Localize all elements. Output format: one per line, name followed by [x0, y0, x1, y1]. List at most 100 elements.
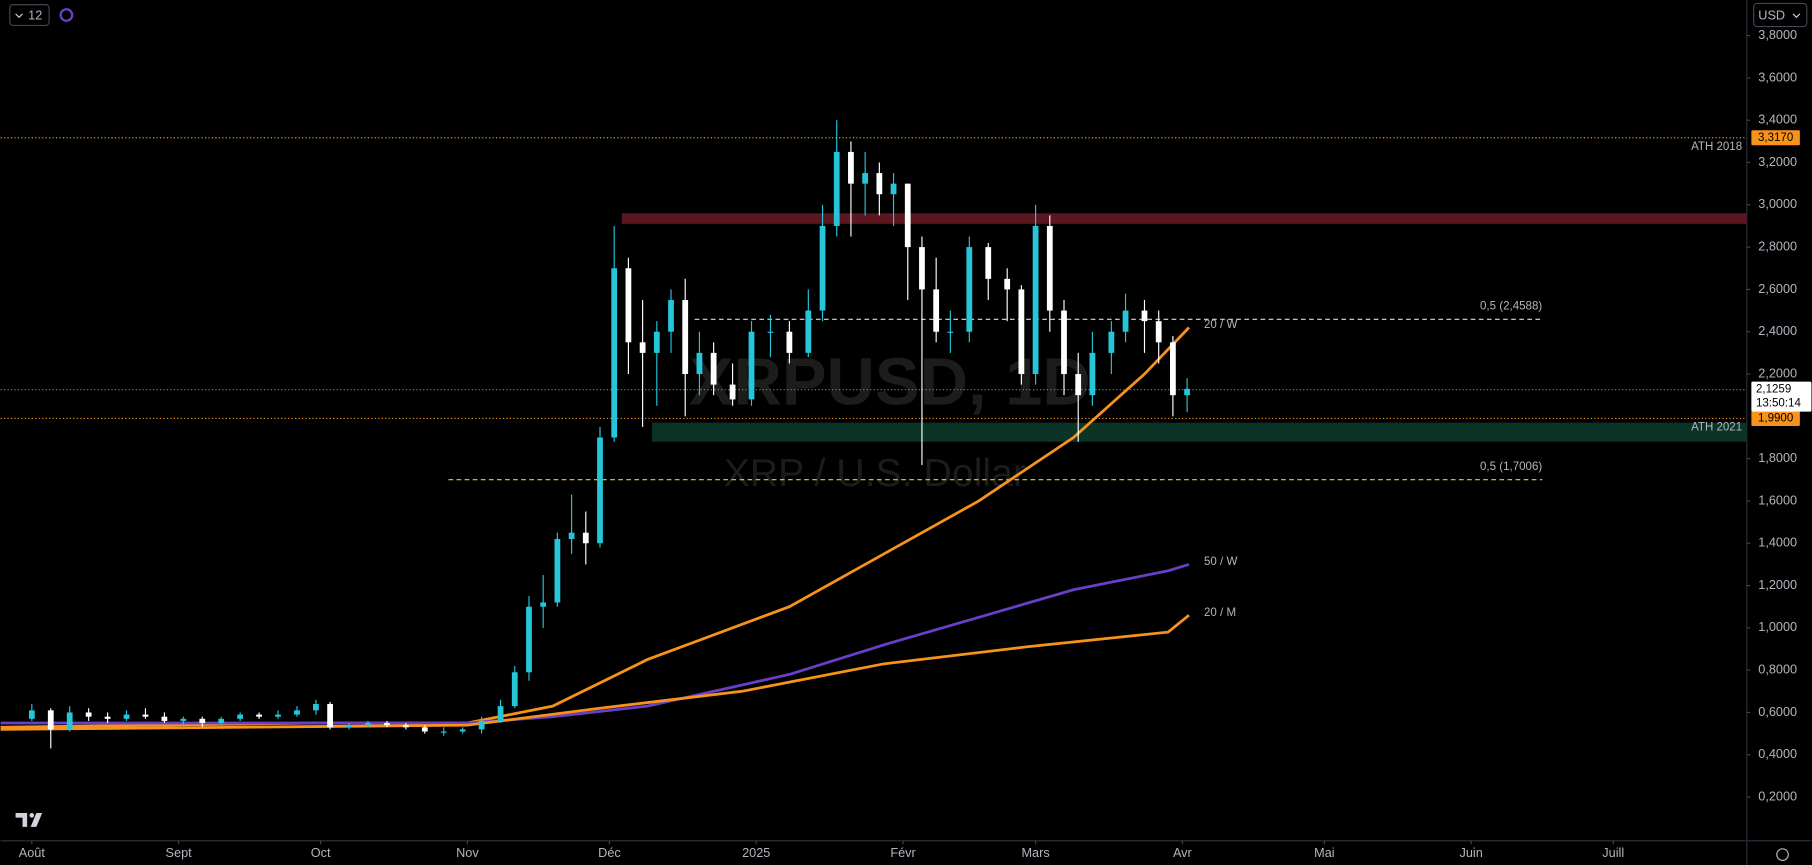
y-tick-label: 0,8000	[1758, 663, 1797, 677]
currency-button[interactable]: USD	[1753, 2, 1808, 28]
candle-body	[1004, 278, 1011, 290]
candle-body	[327, 704, 334, 728]
price-tag	[1751, 410, 1800, 426]
candle-body	[497, 706, 504, 721]
candle-body	[180, 718, 187, 721]
candle-body	[365, 723, 371, 726]
candle-body	[313, 704, 319, 711]
candle-body	[1170, 342, 1176, 396]
x-tick-label: Oct	[311, 846, 331, 860]
y-tick-label: 3,0000	[1758, 197, 1797, 211]
candle-body	[459, 729, 466, 732]
price-tag-label: 1,9900	[1758, 412, 1793, 424]
candle-body	[767, 331, 774, 333]
compare-icon[interactable]	[59, 8, 74, 22]
candle-body	[28, 710, 35, 719]
candle-body	[1122, 310, 1129, 332]
watermark-description: XRP / U.S. Dollar	[724, 451, 1026, 495]
ma-label: 50 / W	[1204, 556, 1237, 568]
price-tag-label: 3,3170	[1758, 132, 1793, 144]
currency: USD	[1758, 9, 1785, 23]
candle-body	[1075, 374, 1082, 396]
y-tick-label: 1,4000	[1758, 536, 1797, 550]
candle-body	[384, 723, 390, 726]
x-tick-label: 2025	[742, 846, 770, 860]
ma-label: 20 / M	[1204, 607, 1236, 619]
candle-body	[653, 331, 660, 353]
level-label: ATH 2018	[1691, 141, 1742, 153]
x-tick-label: Nov	[456, 846, 479, 860]
candle-body	[933, 289, 940, 332]
candle-body	[142, 714, 149, 717]
candle-body	[294, 710, 300, 715]
settings-icon[interactable]	[1776, 848, 1789, 861]
candle-body	[275, 714, 281, 717]
candle-body	[696, 352, 703, 375]
candle-body	[1018, 289, 1025, 375]
candle-body	[947, 331, 954, 333]
y-tick-label: 3,2000	[1758, 155, 1797, 169]
candle-body	[1108, 331, 1115, 353]
candle-body	[729, 384, 736, 400]
candle-body	[710, 352, 717, 385]
interval: 12	[28, 9, 42, 23]
candle-body	[161, 716, 168, 721]
x-tick-label: Sept	[166, 846, 193, 860]
candle-body	[218, 718, 225, 724]
countdown-label: 13:50:14	[1756, 398, 1801, 410]
candle-body	[237, 714, 244, 719]
candle-body	[66, 712, 73, 730]
candle-body	[805, 310, 812, 353]
candle-body	[639, 342, 646, 353]
candle-body	[1141, 310, 1148, 322]
candle-body	[526, 606, 532, 673]
y-tick-label: 2,2000	[1758, 366, 1797, 380]
candle-body	[597, 437, 603, 544]
candle-body	[668, 299, 674, 332]
candle-body	[919, 247, 925, 290]
zone	[621, 213, 1747, 224]
moving-average	[0, 614, 1190, 731]
y-tick-label: 1,0000	[1758, 620, 1797, 634]
y-tick-label: 3,4000	[1758, 113, 1797, 127]
candle-body	[833, 151, 840, 226]
candle-body	[904, 183, 911, 248]
candle-body	[862, 173, 869, 184]
candle-body	[985, 247, 992, 279]
y-tick-label: 3,6000	[1758, 70, 1797, 84]
candle-body	[402, 725, 409, 728]
candle-body	[625, 268, 632, 343]
candle-body	[421, 727, 428, 732]
last-price-tag	[1751, 381, 1812, 412]
candle-body	[199, 718, 206, 724]
candle-body	[1032, 225, 1039, 375]
candle-body	[876, 173, 883, 195]
interval-button[interactable]: 12	[9, 4, 50, 26]
candle-body	[123, 714, 130, 719]
candle-body	[478, 720, 485, 730]
y-tick-label: 2,8000	[1758, 239, 1797, 253]
x-tick-label: Avr	[1173, 846, 1193, 860]
y-tick-label: 1,6000	[1758, 493, 1797, 507]
y-tick-label: 2,6000	[1758, 282, 1797, 296]
candle-body	[1089, 352, 1096, 396]
y-tick-label: 0,6000	[1758, 705, 1797, 719]
y-tick-label: 1,8000	[1758, 451, 1797, 465]
candle-body	[568, 532, 575, 540]
candle-body	[786, 331, 793, 353]
x-tick-label: Août	[19, 846, 46, 860]
x-tick-label: Mai	[1314, 846, 1334, 860]
x-tick-label: Févr	[890, 846, 916, 860]
candle-body	[1184, 388, 1190, 396]
candle-body	[582, 532, 589, 544]
candle-body	[256, 714, 262, 717]
fib-label: 0,5 (2,4588)	[1480, 301, 1542, 313]
candle-body	[611, 268, 618, 438]
candle-body	[1046, 225, 1053, 311]
candle-body	[440, 731, 447, 733]
x-tick-label: Déc	[598, 846, 621, 860]
candle-body	[104, 716, 111, 719]
candle-body	[890, 183, 897, 195]
